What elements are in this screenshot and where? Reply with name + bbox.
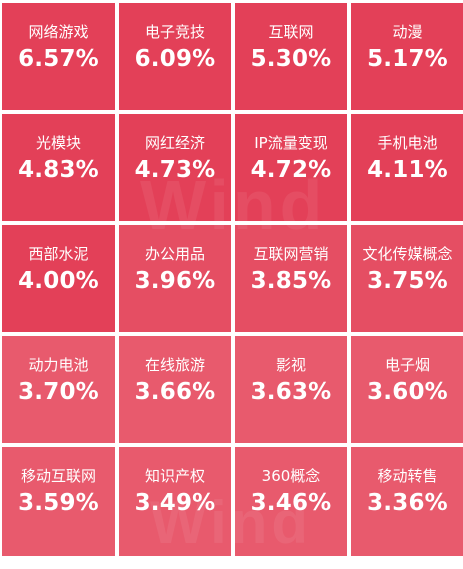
- sector-change-percent: 3.49%: [134, 490, 216, 516]
- sector-name: 移动转售: [377, 467, 438, 485]
- sector-tile[interactable]: 动力电池 3.70%: [2, 336, 115, 443]
- sector-name: 互联网营销: [253, 245, 329, 263]
- sector-name: 360概念: [261, 467, 321, 485]
- sector-tile[interactable]: 移动互联网 3.59%: [2, 447, 115, 556]
- sector-change-percent: 3.70%: [18, 379, 99, 405]
- sector-change-percent: 3.63%: [250, 379, 332, 405]
- sector-name: 知识产权: [144, 467, 205, 485]
- sector-tile[interactable]: 知识产权 3.49%: [119, 447, 231, 556]
- sector-name: 在线旅游: [144, 356, 205, 374]
- sector-change-percent: 4.00%: [18, 268, 99, 294]
- sector-change-percent: 6.09%: [134, 46, 216, 72]
- sector-name: 西部水泥: [28, 245, 89, 263]
- sector-tile[interactable]: 在线旅游 3.66%: [119, 336, 231, 443]
- sector-change-percent: 4.73%: [134, 157, 216, 183]
- sector-name: 办公用品: [144, 245, 205, 263]
- sector-tile[interactable]: 手机电池 4.11%: [351, 114, 463, 221]
- sector-name: 互联网: [268, 23, 314, 41]
- sector-change-percent: 3.59%: [18, 490, 99, 516]
- sector-name: 移动互联网: [20, 467, 96, 485]
- sector-name: 电子烟: [384, 356, 430, 374]
- sector-name: 光模块: [35, 134, 81, 152]
- sector-tile[interactable]: 动漫 5.17%: [351, 3, 463, 110]
- sector-change-percent: 4.83%: [18, 157, 99, 183]
- sector-change-percent: 5.30%: [250, 46, 332, 72]
- sector-change-percent: 3.46%: [250, 490, 332, 516]
- sector-name: 网络游戏: [28, 23, 89, 41]
- sector-change-percent: 5.17%: [367, 46, 448, 72]
- sector-name: 动漫: [392, 23, 423, 41]
- sector-change-percent: 4.72%: [250, 157, 332, 183]
- sector-tile[interactable]: 办公用品 3.96%: [119, 225, 231, 332]
- sector-change-percent: 6.57%: [18, 46, 99, 72]
- sector-tile[interactable]: 网络游戏 6.57%: [2, 3, 115, 110]
- sector-tile[interactable]: 互联网 5.30%: [235, 3, 347, 110]
- sector-tile[interactable]: 西部水泥 4.00%: [2, 225, 115, 332]
- sector-tile[interactable]: 电子竞技 6.09%: [119, 3, 231, 110]
- sector-change-percent: 3.60%: [367, 379, 448, 405]
- sector-name: 电子竞技: [144, 23, 205, 41]
- sector-name: 手机电池: [377, 134, 438, 152]
- sector-tile[interactable]: 网红经济 4.73%: [119, 114, 231, 221]
- sector-change-percent: 3.96%: [134, 268, 216, 294]
- sector-tile[interactable]: 光模块 4.83%: [2, 114, 115, 221]
- sector-tile[interactable]: 电子烟 3.60%: [351, 336, 463, 443]
- sector-tile[interactable]: 互联网营销 3.85%: [235, 225, 347, 332]
- sector-tile[interactable]: 文化传媒概念 3.75%: [351, 225, 463, 332]
- sector-name: 文化传媒概念: [362, 245, 453, 263]
- sector-tile[interactable]: 影视 3.63%: [235, 336, 347, 443]
- sector-name: 网红经济: [144, 134, 205, 152]
- sector-change-percent: 3.85%: [250, 268, 332, 294]
- sector-change-percent: 3.75%: [367, 268, 448, 294]
- sector-tile[interactable]: 360概念 3.46%: [235, 447, 347, 556]
- sector-change-percent: 3.66%: [134, 379, 216, 405]
- sector-name: IP流量变现: [254, 134, 328, 152]
- sector-name: 动力电池: [28, 356, 89, 374]
- sector-tile[interactable]: IP流量变现 4.72%: [235, 114, 347, 221]
- sector-name: 影视: [275, 356, 306, 374]
- sector-change-percent: 3.36%: [367, 490, 448, 516]
- sector-change-percent: 4.11%: [367, 157, 448, 183]
- sector-tile[interactable]: 移动转售 3.36%: [351, 447, 463, 556]
